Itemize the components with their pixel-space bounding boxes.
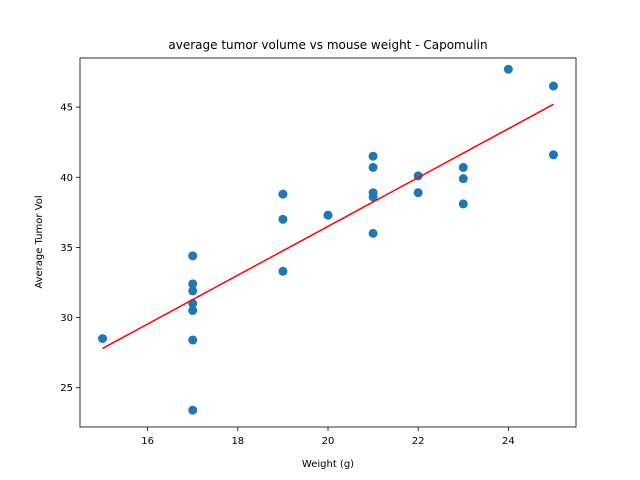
data-point-8 — [278, 189, 288, 199]
data-point-7 — [188, 405, 198, 415]
x-axis-label: Weight (g) — [302, 459, 354, 470]
regression-line — [102, 103, 554, 350]
y-axis-label: Average Tumor Vol — [34, 195, 45, 288]
x-tick-label-24: 24 — [502, 436, 515, 447]
y-tick-label-40: 40 — [60, 173, 73, 184]
data-point-23 — [548, 81, 558, 91]
data-point-15 — [368, 192, 378, 202]
data-point-1 — [188, 251, 198, 261]
data-point-5 — [188, 306, 198, 316]
y-tick-label-30: 30 — [60, 313, 73, 324]
data-point-19 — [458, 162, 468, 172]
plot-area: 16 18 20 22 24 25 30 35 40 45 — [60, 57, 577, 447]
y-tick-label-45: 45 — [60, 103, 73, 114]
y-tick-label-25: 25 — [60, 383, 73, 394]
data-point-3 — [188, 286, 198, 296]
chart-title: average tumor volume vs mouse weight - C… — [168, 38, 487, 52]
data-point-13 — [368, 162, 378, 172]
data-point-20 — [458, 174, 468, 184]
data-point-22 — [503, 64, 513, 74]
data-point-21 — [458, 199, 468, 209]
data-point-9 — [278, 214, 288, 224]
x-tick-label-22: 22 — [412, 436, 425, 447]
data-point-12 — [368, 151, 378, 161]
data-point-11 — [323, 210, 333, 220]
data-point-10 — [278, 266, 288, 276]
y-tick-label-35: 35 — [60, 243, 73, 254]
data-point-0 — [98, 334, 108, 344]
x-tick-label-20: 20 — [322, 436, 335, 447]
data-point-6 — [188, 335, 198, 345]
data-point-2 — [188, 279, 198, 289]
x-tick-label-18: 18 — [231, 436, 244, 447]
data-point-18 — [413, 188, 423, 198]
data-point-24 — [548, 150, 558, 160]
data-point-16 — [368, 228, 378, 238]
x-tick-label-16: 16 — [141, 436, 154, 447]
